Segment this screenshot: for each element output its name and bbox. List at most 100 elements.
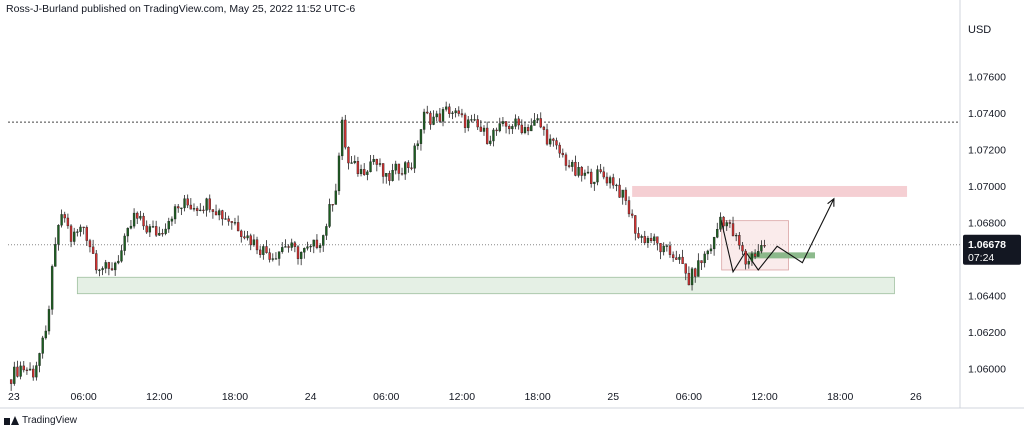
candle-bull <box>180 207 183 209</box>
candle <box>236 215 240 232</box>
candle-bear <box>214 211 218 216</box>
candle <box>511 124 514 134</box>
candle-bull <box>549 138 552 145</box>
candle-bear <box>16 366 19 377</box>
candle-bear <box>539 118 542 128</box>
candle <box>668 241 672 258</box>
candle-bear <box>561 152 564 156</box>
candle <box>88 238 92 253</box>
candle <box>640 234 643 244</box>
candle-bear <box>526 127 530 132</box>
candle-bear <box>32 368 35 378</box>
candle <box>492 128 495 147</box>
candle-bear <box>741 245 744 252</box>
candle <box>444 101 448 112</box>
candle-bull <box>536 118 539 121</box>
candle-bear <box>91 246 95 254</box>
candle <box>60 209 63 228</box>
candle-bear <box>186 198 189 206</box>
candle <box>416 140 419 150</box>
candle-bull <box>372 159 375 162</box>
candle <box>148 224 152 238</box>
plot-background[interactable] <box>8 18 960 385</box>
candle-bear <box>684 263 687 274</box>
candle <box>25 367 29 375</box>
candle-bear <box>331 204 334 206</box>
candle <box>536 114 539 124</box>
candle <box>750 251 754 266</box>
candle-bull <box>350 162 353 164</box>
candle-bull <box>123 235 126 251</box>
candle <box>337 152 341 195</box>
candle <box>451 110 454 120</box>
candle <box>91 239 95 254</box>
candle-bull <box>205 198 208 211</box>
candle-bear <box>508 126 511 130</box>
candle <box>583 169 587 180</box>
candle-bull <box>378 163 382 165</box>
price-tick-label: 1.06200 <box>968 327 1006 339</box>
candle <box>309 244 312 253</box>
candle <box>523 121 527 135</box>
current-price-label: 1.06678 <box>968 239 1006 251</box>
candle <box>608 175 612 189</box>
candle-bull <box>470 119 473 121</box>
candle-bull <box>101 268 104 271</box>
candle <box>545 123 549 146</box>
tradingview-brand[interactable]: TradingView <box>4 415 77 426</box>
candle <box>183 194 186 212</box>
candle <box>22 361 25 373</box>
candle-bull <box>44 330 48 339</box>
candle <box>356 156 360 177</box>
candle-bull <box>451 112 454 114</box>
candle-bull <box>646 237 650 243</box>
candle <box>151 220 155 228</box>
candle-bull <box>514 118 517 127</box>
candle <box>517 116 520 130</box>
candle <box>687 266 691 286</box>
candle <box>467 116 470 132</box>
candle-bull <box>192 208 196 210</box>
price-tick-label: 1.06400 <box>968 291 1006 303</box>
candle-bear <box>356 161 360 175</box>
candle-bear <box>753 253 757 257</box>
candle-bull <box>73 231 76 242</box>
candle-bull <box>577 167 580 176</box>
candle <box>334 183 338 205</box>
candle <box>63 211 66 223</box>
candle <box>624 187 628 206</box>
candle <box>728 219 732 228</box>
time-axis[interactable]: 23 06:00 12:00 18:00 24 06:00 12:00 18:00 25 06:0… <box>8 391 922 403</box>
candle-bull <box>299 251 303 259</box>
candle-bull <box>337 155 341 192</box>
time-tick-label: 18:00 <box>524 391 550 403</box>
plot-area[interactable] <box>0 0 1024 409</box>
candle-bear <box>375 159 378 165</box>
candle-bull <box>441 109 445 122</box>
candle <box>208 194 211 213</box>
time-tick-label: 26 <box>910 391 922 403</box>
candle <box>221 209 224 226</box>
candle <box>161 228 164 237</box>
candle-bear <box>567 165 571 167</box>
candle <box>615 183 618 192</box>
candle <box>612 173 615 189</box>
candle <box>694 267 697 283</box>
candle <box>419 129 423 151</box>
candle-bear <box>627 200 631 215</box>
candle-bear <box>397 163 401 174</box>
tradingview-logo-icon <box>4 416 19 425</box>
candle-bear <box>189 204 193 210</box>
candle-bull <box>653 236 656 242</box>
price-axis[interactable]: USD 1.07600 1.07400 1.07200 1.07000 1.06800 1.… <box>963 24 1021 376</box>
candle <box>656 236 659 251</box>
candle-bull <box>419 129 423 144</box>
candle <box>180 207 183 216</box>
candle-bear <box>659 243 662 253</box>
candle-bear <box>618 184 621 198</box>
candle-bull <box>690 268 694 286</box>
candle-bull <box>608 177 612 184</box>
candle <box>520 119 524 135</box>
candle-bear <box>599 169 602 172</box>
